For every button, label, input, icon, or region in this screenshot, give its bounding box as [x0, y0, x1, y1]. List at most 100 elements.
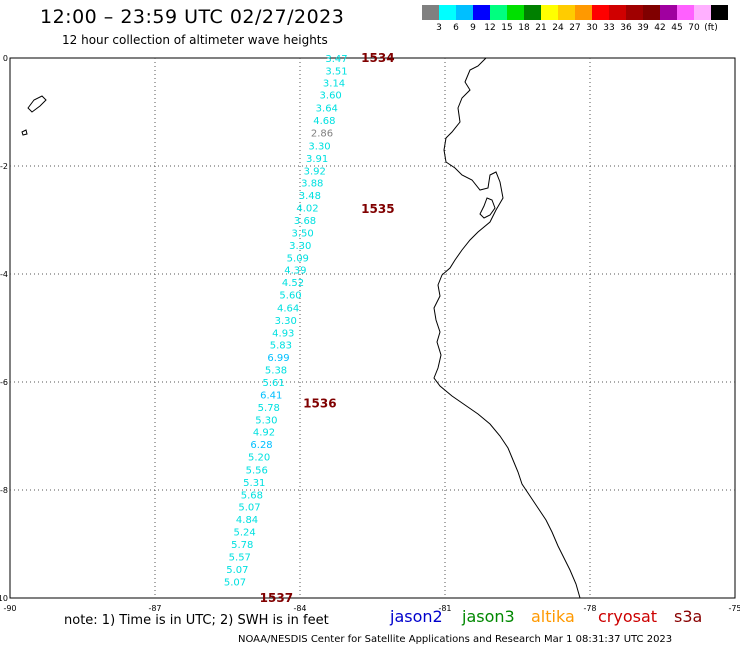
- coastline: [433, 57, 581, 599]
- wave-height-label: 4.84: [236, 515, 258, 526]
- wave-height-label: 4.02: [296, 204, 318, 215]
- legend-label: 21: [535, 23, 547, 33]
- legend-label: 42: [654, 23, 666, 33]
- wave-height-label: 5.68: [241, 490, 263, 501]
- legend-swatch: [490, 5, 507, 20]
- legend-swatch: [439, 5, 456, 20]
- satellite-jason2: jason2: [390, 607, 443, 626]
- wave-height-label: 5.78: [231, 540, 253, 551]
- wave-height-label: 5.09: [287, 253, 309, 264]
- wave-height-label: 5.20: [248, 453, 270, 464]
- legend-swatch: [558, 5, 575, 20]
- time-label: 1535: [361, 202, 394, 216]
- y-tick-label: -8: [0, 486, 8, 495]
- legend-swatch: [677, 5, 694, 20]
- wave-height-label: 4.52: [282, 278, 304, 289]
- wave-height-label: 3.92: [304, 166, 326, 177]
- legend-swatch: [660, 5, 677, 20]
- x-tick-label: -81: [438, 604, 451, 613]
- wave-height-label: 3.14: [323, 78, 345, 89]
- legend-label: 39: [637, 23, 649, 33]
- wave-height-label: 6.99: [267, 353, 289, 364]
- wave-height-label: 3.51: [325, 66, 347, 77]
- wave-height-label: 3.48: [299, 191, 321, 202]
- wave-height-label: 4.68: [313, 116, 335, 127]
- footer-note: note: 1) Time is in UTC; 2) SWH is in fe…: [64, 613, 329, 628]
- wave-height-label: 5.56: [246, 465, 268, 476]
- wave-height-label: 5.07: [226, 565, 248, 576]
- wave-height-label: 3.30: [289, 241, 311, 252]
- legend-label: 45: [671, 23, 683, 33]
- wave-height-label: 6.28: [250, 440, 272, 451]
- x-tick-label: -75: [728, 604, 740, 613]
- legend-label: 36: [620, 23, 632, 33]
- x-tick-label: -90: [3, 604, 16, 613]
- legend-swatch: [541, 5, 558, 20]
- legend-label: 3: [436, 23, 442, 33]
- legend-swatch: [473, 5, 490, 20]
- wave-height-label: 5.83: [270, 341, 292, 352]
- time-label: 1536: [303, 397, 336, 411]
- legend-label: 24: [552, 23, 564, 33]
- map-frame: [9, 57, 736, 599]
- legend-swatch: [524, 5, 541, 20]
- y-tick-label: 0: [3, 54, 8, 63]
- time-label: 1537: [260, 591, 293, 605]
- legend-swatch: [575, 5, 592, 20]
- legend-label: 9: [470, 23, 476, 33]
- legend-swatch: [643, 5, 660, 20]
- wave-height-label: 3.91: [306, 154, 328, 165]
- legend-label: 12: [484, 23, 496, 33]
- y-tick-label: -4: [0, 270, 8, 279]
- satellite-s3a: s3a: [674, 607, 703, 626]
- legend-label: 18: [518, 23, 530, 33]
- legend-swatch: [711, 5, 728, 20]
- wave-height-label: 5.78: [258, 403, 280, 414]
- credit-line: NOAA/NESDIS Center for Satellite Applica…: [238, 634, 673, 645]
- wave-height-label: 5.38: [265, 366, 287, 377]
- satellite-altika: altika: [531, 607, 575, 626]
- legend-label: 30: [586, 23, 598, 33]
- wave-height-label: 4.39: [284, 266, 306, 277]
- wave-height-label: 3.60: [320, 91, 342, 102]
- wave-height-label: 3.30: [275, 316, 297, 327]
- wave-height-label: 6.41: [260, 390, 282, 401]
- x-tick-label: -78: [583, 604, 596, 613]
- island-galapagos-2: [21, 129, 28, 136]
- legend-swatch: [456, 5, 473, 20]
- wave-height-label: 5.24: [234, 528, 256, 539]
- y-tick-label: -10: [0, 594, 8, 603]
- legend-label: 6: [453, 23, 459, 33]
- y-tick-label: -6: [0, 378, 8, 387]
- legend-swatch: [626, 5, 643, 20]
- page-subtitle: 12 hour collection of altimeter wave hei…: [62, 33, 328, 47]
- legend-label: 33: [603, 23, 615, 33]
- satellite-jason3: jason3: [462, 607, 515, 626]
- wave-height-label: 4.92: [253, 428, 275, 439]
- wave-height-label: 3.64: [316, 104, 338, 115]
- legend-swatch: [609, 5, 626, 20]
- wave-height-label: 4.64: [277, 303, 299, 314]
- legend-swatch: [694, 5, 711, 20]
- legend-label: 27: [569, 23, 581, 33]
- legend-swatch: [592, 5, 609, 20]
- wave-height-label: 3.47: [325, 54, 347, 65]
- wave-height-label: 5.07: [238, 503, 260, 514]
- legend-swatch: [422, 5, 439, 20]
- x-tick-label: -87: [148, 604, 161, 613]
- x-tick-label: -84: [293, 604, 306, 613]
- island-galapagos-1: [27, 95, 47, 113]
- wave-height-label: 3.68: [294, 216, 316, 227]
- wave-height-label: 5.30: [255, 415, 277, 426]
- legend-unit: (ft): [704, 23, 718, 33]
- color-legend: 3 6 9 12 15 18 21 24 27 30 33 36 39 42 45 70 (ft): [422, 5, 728, 35]
- wave-height-label: 5.61: [263, 378, 285, 389]
- time-label: 1534: [361, 51, 394, 65]
- legend-label: 70: [688, 23, 700, 33]
- wave-height-label: 5.57: [229, 552, 251, 563]
- wave-height-label: 3.50: [292, 228, 314, 239]
- wave-height-label: 5.07: [224, 577, 246, 588]
- legend-swatch: [507, 5, 524, 20]
- page-title: 12:00 – 23:59 UTC 02/27/2023: [40, 6, 345, 28]
